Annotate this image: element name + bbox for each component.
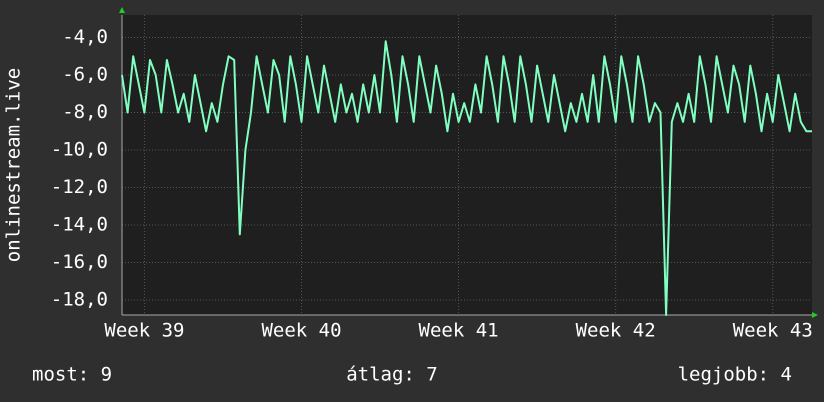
stat-current: most: 9	[32, 364, 112, 386]
y-tick-label: -8,0	[62, 101, 108, 123]
data-line	[121, 40, 812, 316]
plot-area	[122, 15, 812, 315]
axis-arrow	[812, 312, 818, 318]
x-tick-label: Week 42	[576, 320, 656, 342]
y-tick-label: -18,0	[51, 289, 108, 311]
y-tick-label: -10,0	[51, 139, 108, 161]
y-tick-label: -6,0	[62, 64, 108, 86]
stat-best: legjobb: 4	[678, 364, 792, 386]
y-tick-label: -16,0	[51, 251, 108, 273]
y-tick-label: -12,0	[51, 176, 108, 198]
y-tick-label: -14,0	[51, 214, 108, 236]
stat-average: átlag: 7	[346, 364, 438, 386]
y-axis-label: onlinestream.live	[3, 68, 25, 262]
x-tick-label: Week 41	[419, 320, 499, 342]
x-tick-label: Week 39	[104, 320, 184, 342]
axis-arrow	[119, 7, 125, 13]
x-tick-label: Week 43	[733, 320, 813, 342]
x-tick-label: Week 40	[261, 320, 341, 342]
y-tick-label: -4,0	[62, 26, 108, 48]
